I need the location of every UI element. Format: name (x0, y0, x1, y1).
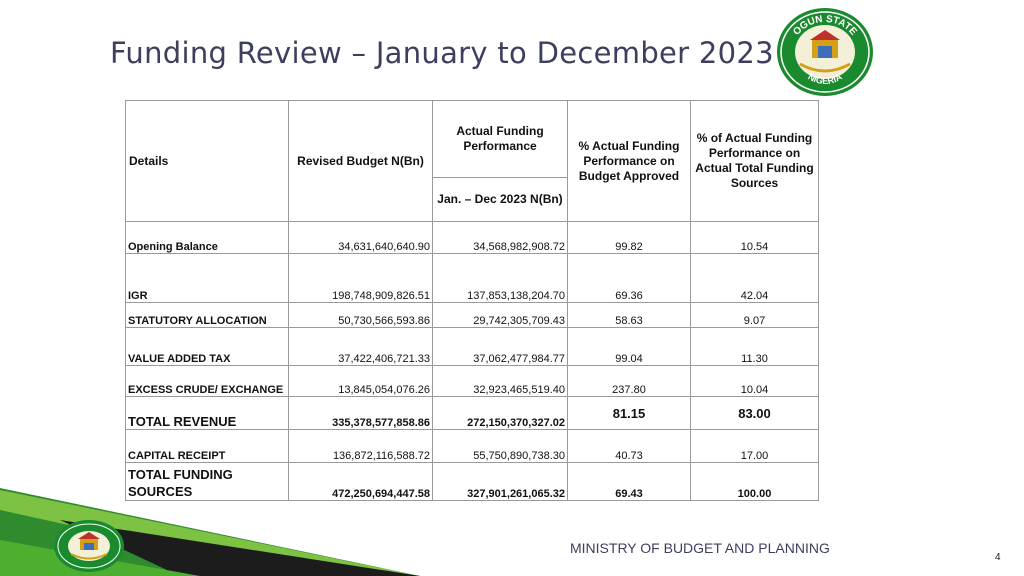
header-period: Jan. – Dec 2023 N(Bn) (432, 177, 568, 222)
row-label: STATUTORY ALLOCATION (125, 302, 289, 328)
row-pct-total: 83.00 (690, 396, 819, 430)
ministry-footer: MINISTRY OF BUDGET AND PLANNING (570, 540, 830, 556)
row-actual: 137,853,138,204.70 (432, 253, 568, 303)
row-pct-total: 10.04 (690, 365, 819, 397)
row-budget: 13,845,054,076.26 (288, 365, 433, 397)
row-label: IGR (125, 253, 289, 303)
row-label: VALUE ADDED TAX (125, 327, 289, 366)
row-pct-total: 42.04 (690, 253, 819, 303)
slide-title: Funding Review – January to December 202… (110, 36, 774, 70)
header-pct-budget: % Actual Funding Performance on Budget A… (567, 100, 691, 222)
row-pct-total: 10.54 (690, 221, 819, 254)
row-actual: 34,568,982,908.72 (432, 221, 568, 254)
row-actual: 29,742,305,709.43 (432, 302, 568, 328)
row-budget: 34,631,640,640.90 (288, 221, 433, 254)
row-actual: 327,901,261,065.32 (432, 462, 568, 501)
row-label: EXCESS CRUDE/ EXCHANGE (125, 365, 289, 397)
row-budget: 50,730,566,593.86 (288, 302, 433, 328)
row-budget: 37,422,406,721.33 (288, 327, 433, 366)
row-budget: 335,378,577,858.86 (288, 396, 433, 430)
row-pct-total: 11.30 (690, 327, 819, 366)
header-revised-budget: Revised Budget N(Bn) (288, 100, 433, 222)
table-row: IGR 198,748,909,826.51 137,853,138,204.7… (125, 253, 819, 303)
row-pct-budget: 99.04 (567, 327, 691, 366)
row-pct-total: 100.00 (690, 462, 819, 501)
row-pct-budget: 40.73 (567, 429, 691, 463)
row-pct-budget: 58.63 (567, 302, 691, 328)
header-details: Details (125, 100, 289, 222)
row-budget: 472,250,694,447.58 (288, 462, 433, 501)
ogun-state-logo: OGUN STATE NIGERIA (777, 8, 873, 96)
row-actual: 37,062,477,984.77 (432, 327, 568, 366)
row-label: Opening Balance (125, 221, 289, 254)
row-pct-budget: 237.80 (567, 365, 691, 397)
row-budget: 198,748,909,826.51 (288, 253, 433, 303)
row-pct-total: 17.00 (690, 429, 819, 463)
table-row: EXCESS CRUDE/ EXCHANGE 13,845,054,076.26… (125, 365, 819, 397)
table-row: CAPITAL RECEIPT 136,872,116,588.72 55,75… (125, 429, 819, 463)
table-row-total-revenue: TOTAL REVENUE 335,378,577,858.86 272,150… (125, 396, 819, 430)
row-pct-budget: 81.15 (567, 396, 691, 430)
funding-table: Details Revised Budget N(Bn) Actual Fund… (125, 100, 819, 501)
row-pct-budget: 99.82 (567, 221, 691, 254)
table-row: Opening Balance 34,631,640,640.90 34,568… (125, 221, 819, 254)
row-pct-budget: 69.36 (567, 253, 691, 303)
svg-text:NIGERIA: NIGERIA (806, 71, 844, 86)
ogun-state-logo-small (54, 520, 124, 572)
row-budget: 136,872,116,588.72 (288, 429, 433, 463)
row-actual: 55,750,890,738.30 (432, 429, 568, 463)
header-pct-total: % of Actual Funding Performance on Actua… (690, 100, 819, 222)
row-pct-budget: 69.43 (567, 462, 691, 501)
page-number: 4 (995, 552, 1001, 563)
table-row: STATUTORY ALLOCATION 50,730,566,593.86 2… (125, 302, 819, 328)
row-label: TOTAL REVENUE (125, 396, 289, 430)
row-label: CAPITAL RECEIPT (125, 429, 289, 463)
row-actual: 32,923,465,519.40 (432, 365, 568, 397)
header-actual-funding: Actual Funding Performance (432, 100, 568, 178)
row-pct-total: 9.07 (690, 302, 819, 328)
row-actual: 272,150,370,327.02 (432, 396, 568, 430)
table-row-total-funding: TOTAL FUNDING SOURCES 472,250,694,447.58… (125, 462, 819, 501)
table-row: VALUE ADDED TAX 37,422,406,721.33 37,062… (125, 327, 819, 366)
logo-bottom-text: NIGERIA (806, 71, 844, 86)
